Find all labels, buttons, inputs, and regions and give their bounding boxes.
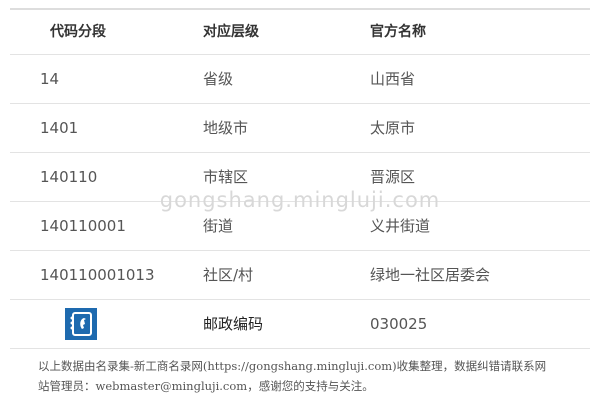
name-cell: 晋源区 (370, 168, 416, 186)
code-cell: 1401 (40, 119, 79, 137)
level-cell: 地级市 (203, 119, 249, 137)
level-cell: 省级 (203, 70, 234, 88)
header-code: 代码分段 (50, 24, 106, 40)
table-header: 代码分段 对应层级 官方名称 (10, 10, 590, 55)
postal-code-value: 030025 (370, 315, 428, 333)
name-cell: 太原市 (370, 119, 416, 137)
name-cell: 山西省 (370, 70, 416, 88)
code-cell: 140110 (40, 168, 98, 186)
footer-line-2: 站管理员：webmaster@mingluji.com，感谢您的支持与关注。 (38, 379, 374, 393)
name-cell: 绿地一社区居委会 (370, 266, 491, 284)
table-row: 140110001013 社区/村 绿地一社区居委会 (10, 251, 590, 300)
header-level: 对应层级 (203, 24, 259, 40)
level-cell: 社区/村 (203, 266, 254, 284)
code-cell: 140110001013 (40, 266, 155, 284)
division-code-table: 代码分段 对应层级 官方名称 14 省级 山西省 1401 地级市 太原市 14… (10, 8, 590, 349)
postal-code-row: 邮政编码 030025 (10, 300, 590, 349)
table-row: 14 省级 山西省 (10, 55, 590, 104)
footer-line-1: 以上数据由名录集-新工商名录网(https://gongshang.minglu… (38, 359, 547, 373)
header-name: 官方名称 (370, 24, 426, 40)
code-cell: 140110001 (40, 217, 126, 235)
table-row: 140110001 街道 义井街道 (10, 202, 590, 251)
postal-code-label: 邮政编码 (203, 315, 264, 333)
watermark: gongshang.mingluji.com (159, 188, 441, 212)
name-cell: 义井街道 (370, 217, 431, 235)
code-cell: 14 (40, 70, 60, 88)
footer-note: 以上数据由名录集-新工商名录网(https://gongshang.minglu… (38, 356, 578, 396)
table-row: 1401 地级市 太原市 (10, 104, 590, 153)
level-cell: 市辖区 (203, 168, 249, 186)
level-cell: 街道 (203, 217, 234, 235)
table-row: 140110 市辖区 晋源区 (10, 153, 590, 202)
phone-book-icon (65, 308, 97, 340)
